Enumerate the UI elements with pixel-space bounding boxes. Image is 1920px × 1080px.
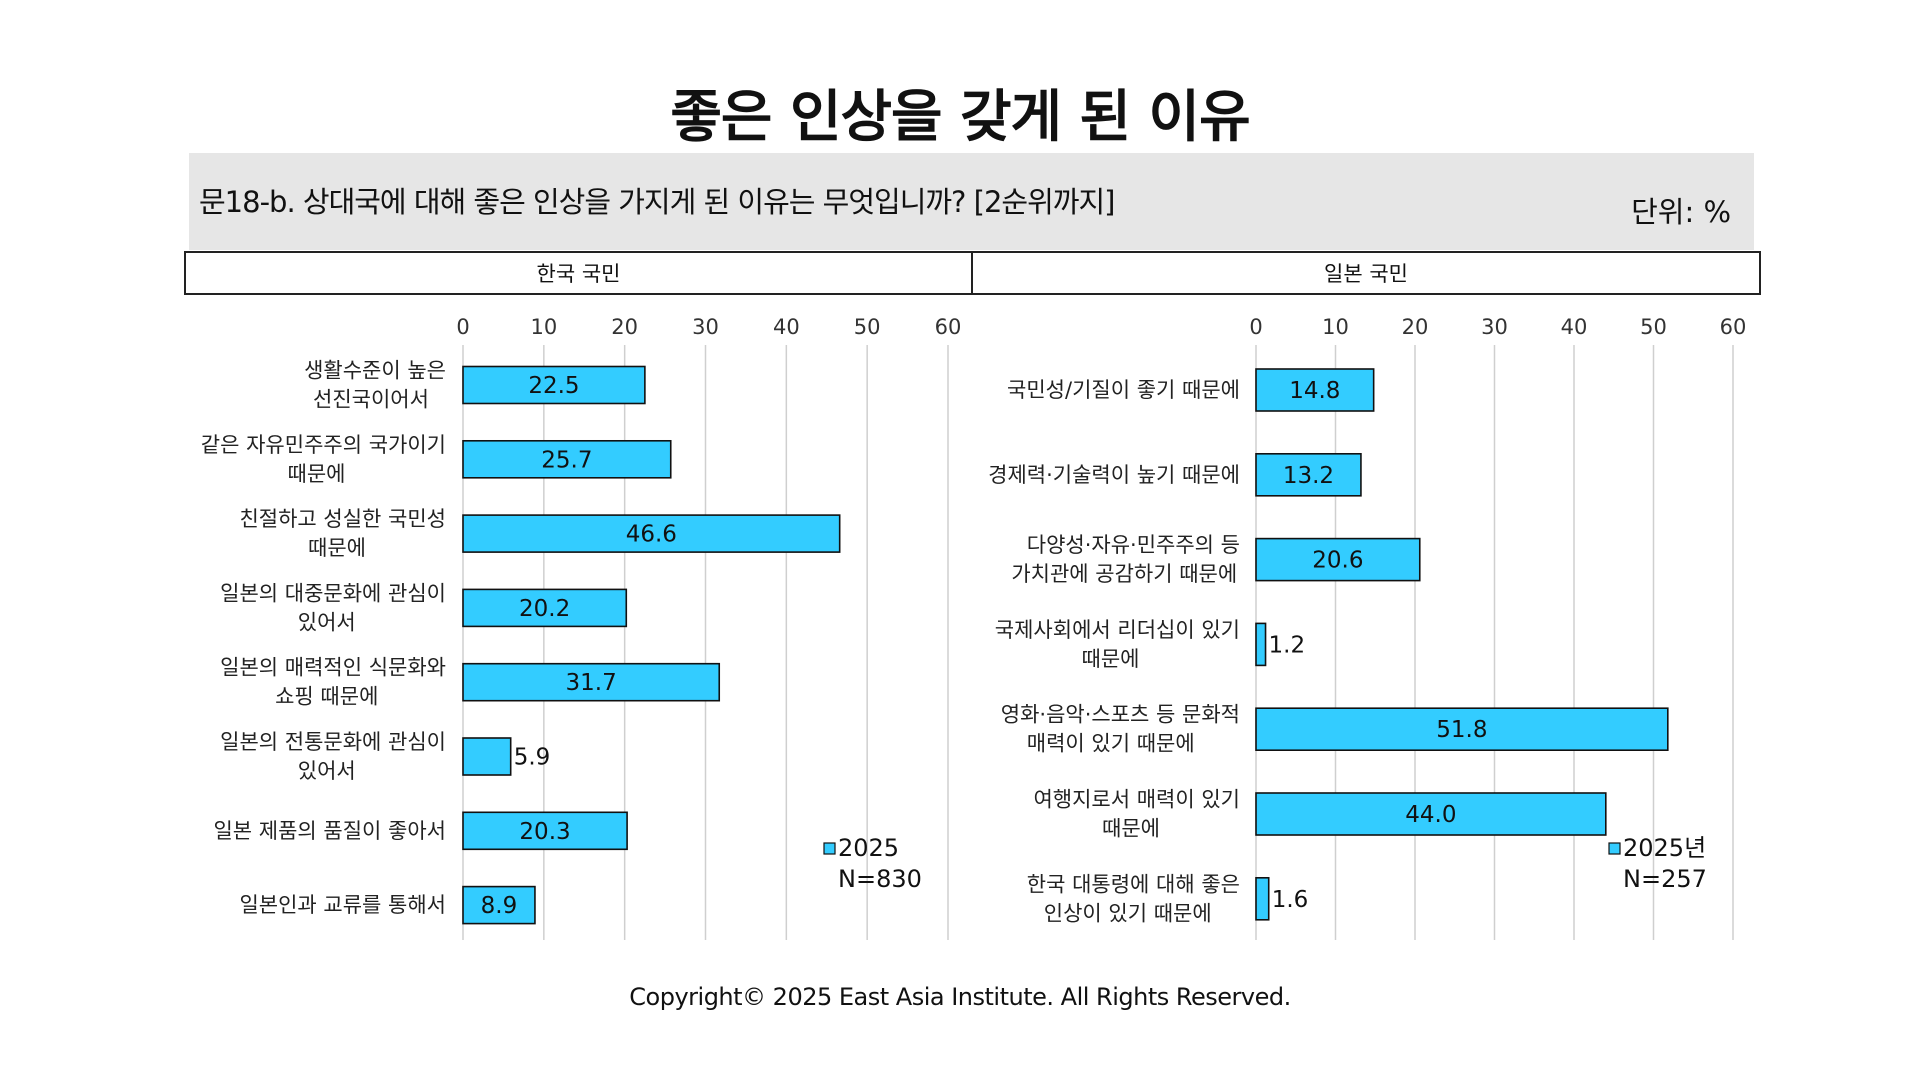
korea-category-label: 생활수준이 높은 <box>304 359 446 383</box>
japan-data-label: 20.6 <box>1312 548 1363 574</box>
japan-x-tick-label: 50 <box>1640 315 1667 339</box>
korea-category-label: 친절하고 성실한 국민성 <box>239 507 446 531</box>
korea-category-label: 있어서 <box>298 759 356 783</box>
japan-bar <box>1255 792 1607 836</box>
japan-bar <box>1255 707 1669 752</box>
korea-x-tick-label: 0 <box>456 315 469 339</box>
korea-category-label: 일본 제품의 품질이 좋아서 <box>213 819 446 843</box>
japan-legend-label: 2025년 <box>1623 834 1706 862</box>
japan-x-tick-label: 40 <box>1561 315 1588 339</box>
japan-x-tick-label: 30 <box>1481 315 1508 339</box>
page-title: 좋은 인상을 갖게 된 이유 <box>670 85 1250 150</box>
korea-category-label: 일본의 대중문화에 관심이 <box>220 581 446 605</box>
korea-legend-swatch <box>823 842 836 855</box>
korea-bar <box>462 439 672 479</box>
japan-category-label: 국제사회에서 리더십이 있기 <box>995 618 1240 642</box>
korea-x-tick-label: 30 <box>692 315 719 339</box>
korea-bar <box>462 737 512 776</box>
korea-sample-size: N=830 <box>838 865 922 893</box>
japan-data-label: 1.6 <box>1272 887 1309 913</box>
panel-header-japan: 일본 국민 <box>971 251 1761 295</box>
japan-category-label: 여행지로서 매력이 있기 <box>1033 788 1240 812</box>
korea-bar <box>462 588 628 628</box>
korea-data-label: 25.7 <box>541 447 592 473</box>
korea-category-label: 때문에 <box>288 462 346 486</box>
japan-x-tick-label: 20 <box>1402 315 1429 339</box>
japan-data-label: 1.2 <box>1269 632 1306 658</box>
japan-category-label: 영화·음악·스포츠 등 문화적 <box>1001 703 1240 727</box>
korea-data-label: 22.5 <box>528 373 579 399</box>
japan-bar <box>1255 452 1362 497</box>
korea-data-label: 20.2 <box>519 596 570 622</box>
korea-bar <box>462 662 721 702</box>
japan-legend-swatch <box>1608 842 1621 855</box>
korea-bar <box>462 514 841 553</box>
unit-label: 단위: % <box>1631 195 1731 229</box>
japan-x-tick-label: 60 <box>1720 315 1747 339</box>
korea-data-label: 46.6 <box>626 522 677 548</box>
japan-category-label: 다양성·자유·민주주의 등 <box>1027 533 1240 557</box>
japan-category-label: 매력이 있기 때문에 <box>1027 732 1195 756</box>
japan-bar <box>1255 622 1267 667</box>
japan-category-label: 가치관에 공감하기 때문에 <box>1011 562 1237 586</box>
korea-bar <box>462 885 536 925</box>
korea-category-label: 일본의 전통문화에 관심이 <box>220 730 446 754</box>
question-text: 문18-b. 상대국에 대해 좋은 인상을 가지게 된 이유는 무엇입니까? [… <box>199 185 1115 219</box>
korea-x-tick-label: 10 <box>530 315 557 339</box>
korea-bar <box>462 365 646 405</box>
korea-category-label: 있어서 <box>298 610 356 634</box>
japan-data-label: 14.8 <box>1289 378 1340 404</box>
japan-x-tick-label: 0 <box>1249 315 1262 339</box>
japan-category-label: 때문에 <box>1082 647 1140 671</box>
korea-category-label: 때문에 <box>308 536 366 560</box>
question-banner: 문18-b. 상대국에 대해 좋은 인상을 가지게 된 이유는 무엇입니까? [… <box>189 153 1754 250</box>
japan-x-tick-label: 10 <box>1322 315 1349 339</box>
korea-data-label: 20.3 <box>519 819 570 845</box>
korea-category-label: 쇼핑 때문에 <box>275 685 378 709</box>
korea-data-label: 8.9 <box>481 893 518 919</box>
korea-data-label: 5.9 <box>514 745 551 771</box>
korea-x-tick-label: 40 <box>773 315 800 339</box>
japan-data-label: 44.0 <box>1405 802 1456 828</box>
korea-category-label: 일본의 매력적인 식문화와 <box>220 656 446 680</box>
japan-bar <box>1255 537 1421 582</box>
korea-bar <box>462 811 628 851</box>
korea-x-tick-label: 20 <box>611 315 638 339</box>
japan-bar <box>1255 876 1270 921</box>
korea-legend-label: 2025 <box>838 834 899 862</box>
japan-sample-size: N=257 <box>1623 865 1707 893</box>
korea-category-label: 일본인과 교류를 통해서 <box>239 893 446 917</box>
korea-x-tick-label: 50 <box>854 315 881 339</box>
copyright-footer: Copyright© 2025 East Asia Institute. All… <box>629 983 1291 1011</box>
korea-data-label: 31.7 <box>566 670 617 696</box>
korea-category-label: 선진국이어서 <box>313 388 429 412</box>
japan-data-label: 51.8 <box>1436 717 1487 743</box>
japan-category-label: 국민성/기질이 좋기 때문에 <box>1007 378 1240 402</box>
japan-category-label: 때문에 <box>1102 817 1160 841</box>
korea-x-tick-label: 60 <box>935 315 962 339</box>
panel-header-korea: 한국 국민 <box>184 251 973 295</box>
japan-category-label: 경제력·기술력이 높기 때문에 <box>988 463 1240 487</box>
japan-category-label: 인상이 있기 때문에 <box>1044 901 1212 925</box>
japan-bar <box>1255 368 1375 412</box>
japan-data-label: 13.2 <box>1283 463 1334 489</box>
korea-category-label: 같은 자유민주주의 국가이기 <box>201 433 446 457</box>
japan-category-label: 한국 대통령에 대해 좋은 <box>1027 872 1240 896</box>
